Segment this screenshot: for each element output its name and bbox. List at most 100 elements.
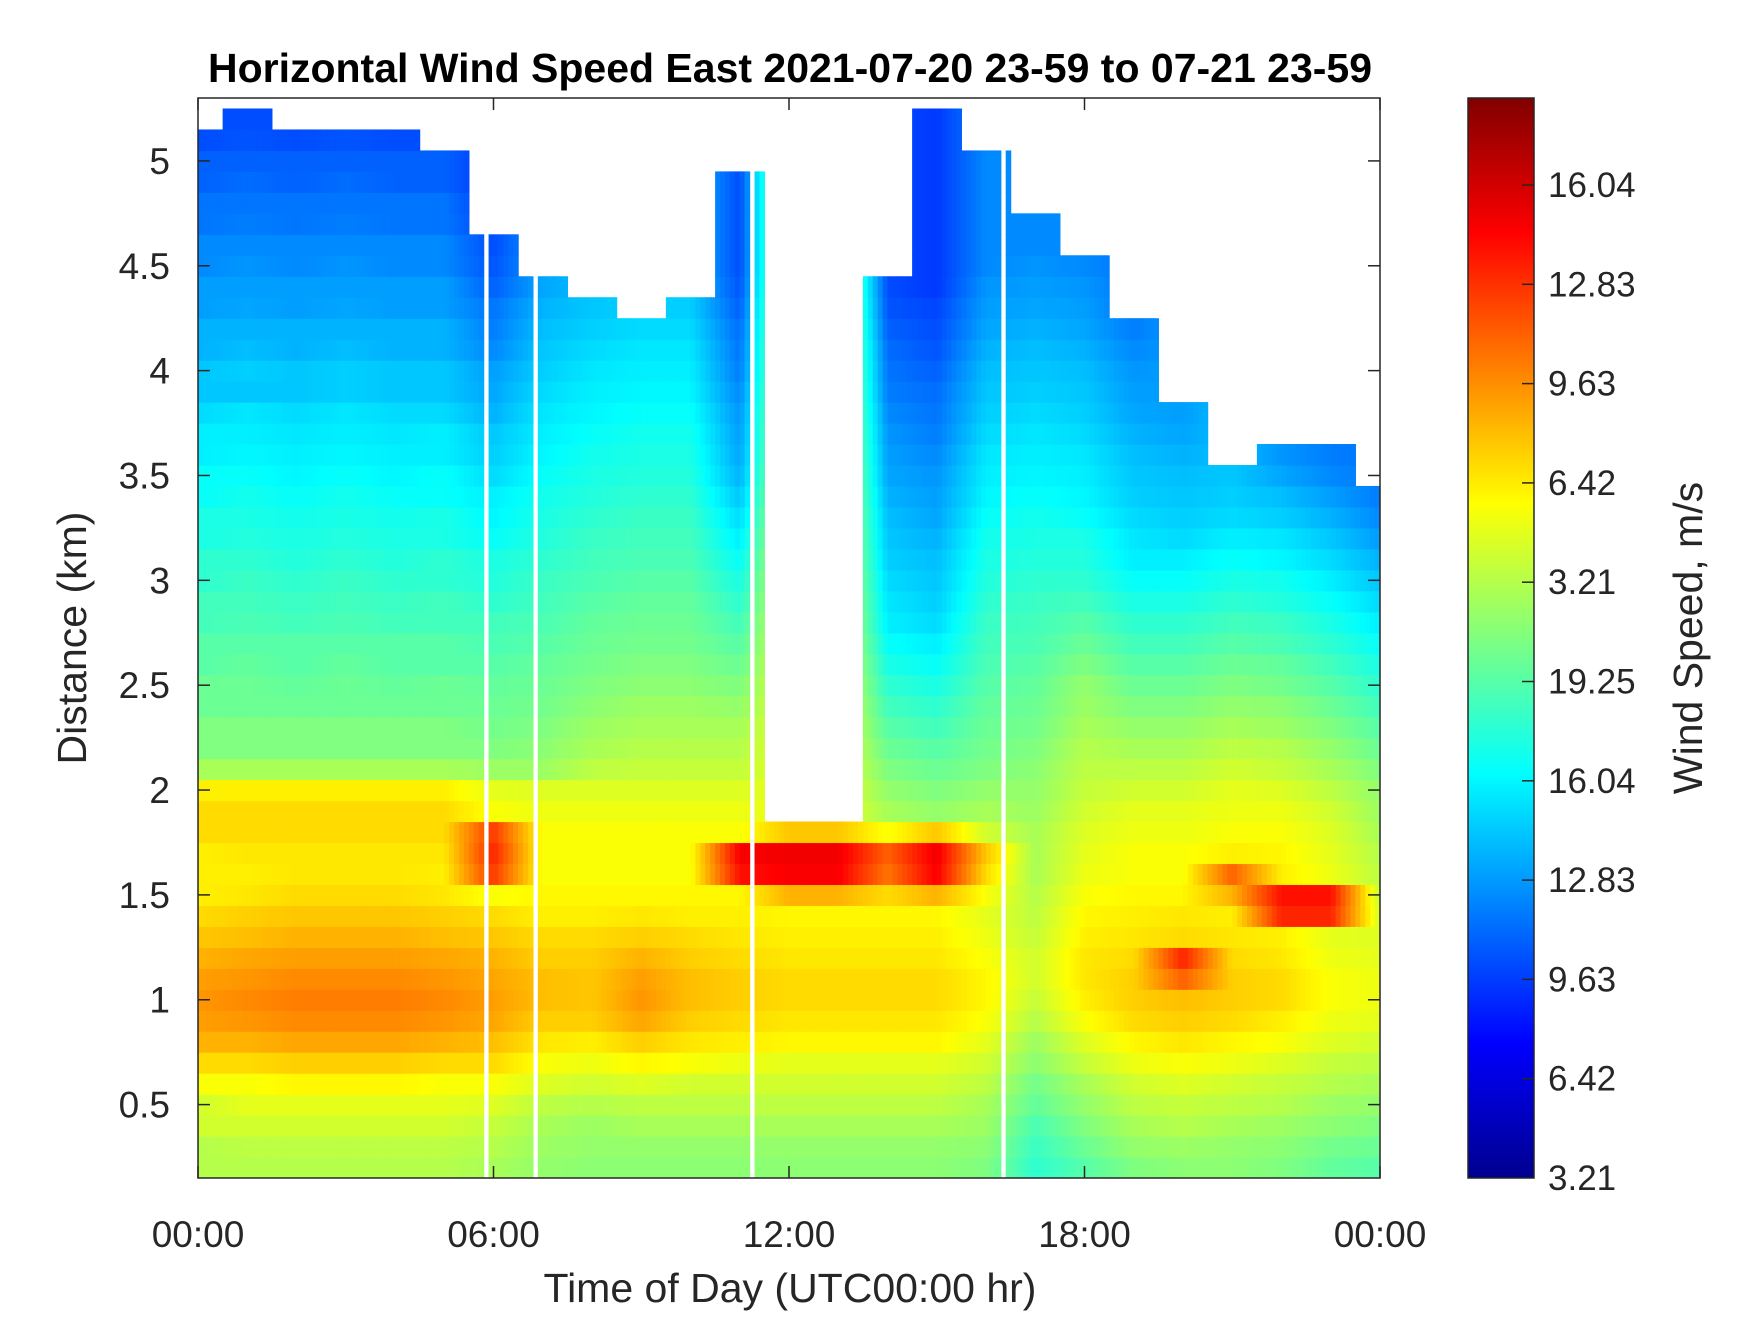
heatmap-cell — [636, 506, 642, 529]
heatmap-cell — [380, 863, 386, 886]
heatmap-cell — [222, 863, 229, 886]
heatmap-cell — [370, 150, 376, 172]
heatmap-cell — [503, 968, 509, 990]
heatmap-cell — [424, 1115, 431, 1137]
heatmap-cell — [222, 653, 229, 676]
heatmap-cell — [301, 695, 307, 718]
heatmap-cell — [335, 444, 342, 466]
heatmap-cell — [690, 1157, 697, 1178]
heatmap-cell — [271, 737, 278, 760]
heatmap-cell — [335, 360, 342, 382]
heatmap-cell — [705, 842, 711, 865]
heatmap-cell — [370, 884, 376, 906]
heatmap-cell — [444, 1094, 450, 1116]
heatmap-cell — [404, 947, 411, 969]
heatmap-cell — [242, 905, 248, 927]
heatmap-cell — [582, 968, 588, 990]
heatmap-cell — [567, 1010, 573, 1032]
heatmap-cell — [724, 1157, 731, 1178]
heatmap-cell — [724, 779, 731, 802]
heatmap-cell — [508, 695, 514, 718]
heatmap-cell — [518, 737, 524, 760]
heatmap-cell — [675, 800, 682, 823]
heatmap-cell — [257, 234, 263, 256]
heatmap-cell — [715, 381, 721, 403]
heatmap-cell — [380, 695, 386, 718]
heatmap-cell — [276, 527, 283, 550]
heatmap-cell — [646, 1031, 652, 1053]
heatmap-cell — [611, 569, 618, 592]
heatmap-cell — [596, 464, 603, 487]
heatmap-cell — [562, 423, 568, 445]
heatmap-cell — [656, 506, 662, 529]
heatmap-cell — [414, 444, 421, 466]
heatmap-cell — [537, 1136, 544, 1158]
heatmap-cell — [651, 569, 657, 592]
heatmap-cell — [262, 695, 268, 718]
heatmap-cell — [626, 716, 632, 739]
heatmap-cell — [720, 548, 726, 571]
heatmap-cell — [360, 569, 367, 592]
heatmap-cell — [720, 1052, 726, 1074]
heatmap-cell — [202, 632, 209, 655]
heatmap-cell — [626, 548, 632, 571]
heatmap-cell — [360, 381, 367, 403]
heatmap-cell — [262, 360, 268, 382]
heatmap-cell — [675, 444, 682, 466]
heatmap-cell — [380, 800, 386, 823]
heatmap-cell — [646, 968, 652, 990]
heatmap-cell — [434, 192, 440, 214]
heatmap-cell — [592, 464, 598, 487]
heatmap-cell — [296, 695, 303, 718]
heatmap-cell — [414, 569, 421, 592]
heatmap-cell — [360, 150, 367, 172]
heatmap-cell — [459, 360, 465, 382]
heatmap-cell — [385, 444, 391, 466]
heatmap-cell — [227, 150, 234, 172]
heatmap-cell — [621, 1115, 628, 1137]
heatmap-cell — [262, 1010, 268, 1032]
heatmap-cell — [611, 1094, 618, 1116]
heatmap-cell — [670, 758, 677, 781]
heatmap-cell — [271, 632, 278, 655]
heatmap-cell — [720, 1136, 726, 1158]
heatmap-cell — [321, 234, 327, 256]
heatmap-cell — [395, 1157, 401, 1178]
heatmap-cell — [306, 1073, 312, 1095]
heatmap-cell — [370, 548, 376, 571]
heatmap-cell — [281, 653, 288, 676]
heatmap-cell — [439, 1094, 445, 1116]
heatmap-cell — [404, 716, 411, 739]
heatmap-cell — [424, 1157, 431, 1178]
heatmap-cell — [281, 150, 288, 172]
heatmap-cell — [596, 884, 603, 906]
heatmap-cell — [222, 108, 229, 131]
heatmap-cell — [621, 800, 628, 823]
heatmap-cell — [503, 255, 509, 277]
heatmap-cell — [454, 1052, 460, 1074]
heatmap-cell — [232, 234, 238, 256]
heatmap-cell — [321, 632, 327, 655]
heatmap-cell — [562, 506, 568, 529]
heatmap-cell — [478, 863, 485, 886]
heatmap-cell — [626, 611, 632, 634]
heatmap-cell — [710, 1136, 716, 1158]
heatmap-cell — [429, 548, 435, 571]
heatmap-cell — [217, 842, 224, 865]
heatmap-cell — [463, 821, 470, 844]
heatmap-cell — [547, 506, 554, 529]
heatmap-cell — [562, 926, 568, 948]
heatmap-cell — [296, 1094, 303, 1116]
heatmap-cell — [493, 297, 500, 319]
heatmap-cell — [380, 192, 386, 214]
heatmap-cell — [498, 1094, 504, 1116]
heatmap-cell — [592, 1115, 598, 1137]
heatmap-cell — [552, 423, 559, 445]
heatmap-cell — [252, 569, 258, 592]
heatmap-cell — [390, 695, 396, 718]
heatmap-cell — [626, 779, 632, 802]
heatmap-cell — [262, 737, 268, 760]
heatmap-cell — [606, 1094, 613, 1116]
heatmap-cell — [365, 192, 371, 214]
heatmap-cell — [291, 632, 298, 655]
